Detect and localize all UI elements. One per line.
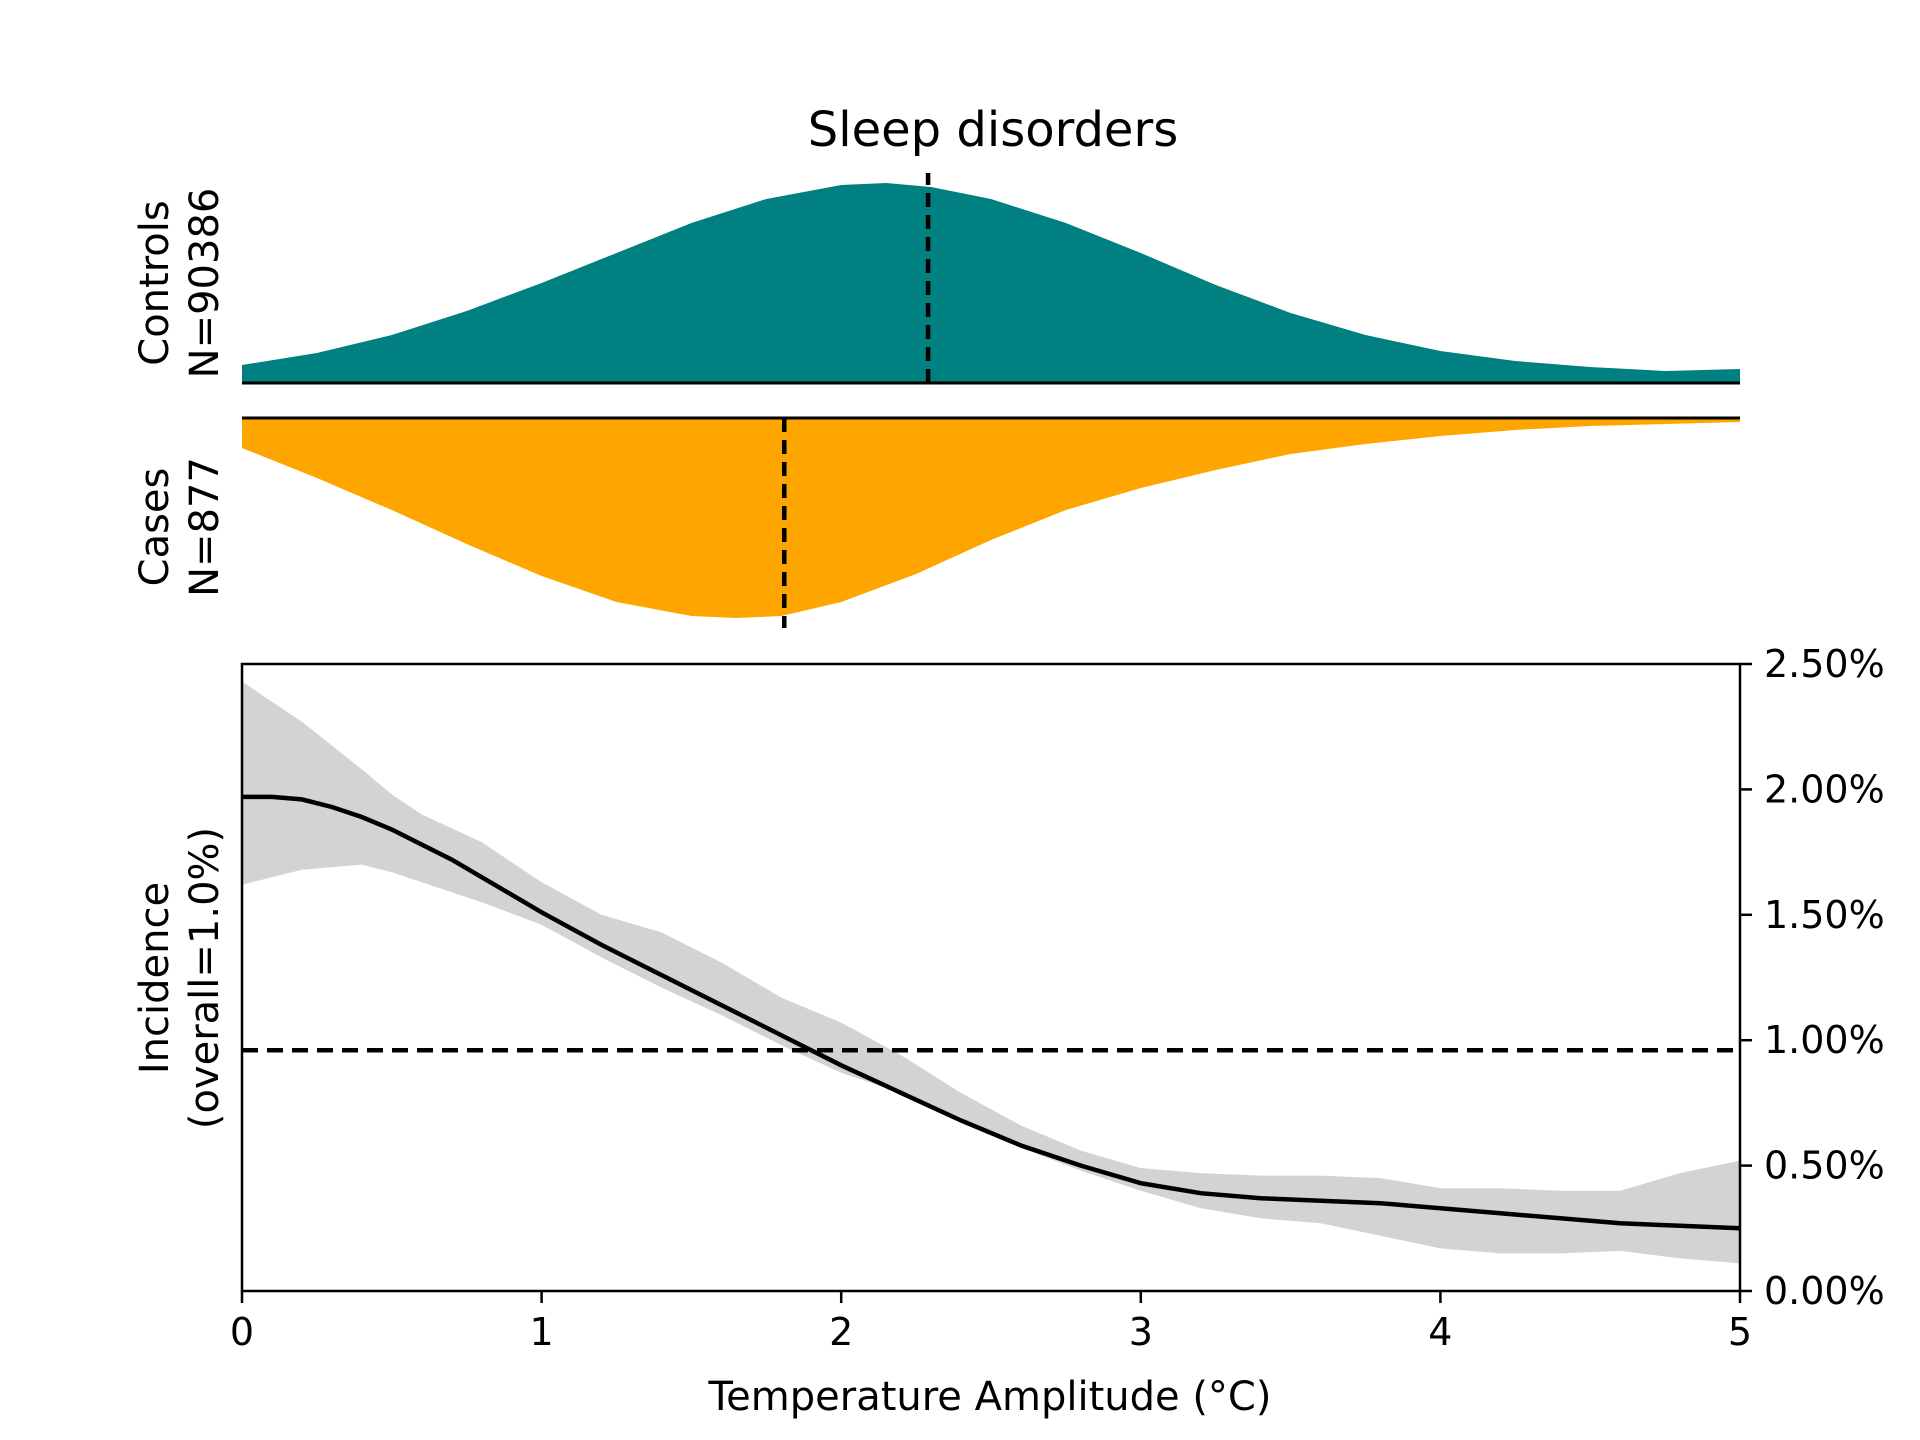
y-tick-label: 1.00% (1764, 1018, 1885, 1062)
cases-label: Cases (132, 468, 178, 587)
x-axis: 0 1 2 3 4 5 (230, 1291, 1752, 1354)
x-tick-label: 2 (829, 1310, 853, 1354)
y-tick-label: 1.50% (1764, 893, 1885, 937)
y-tick-label: 2.50% (1764, 642, 1885, 686)
incidence-panel: 0 1 2 3 4 5 0.00% 0.50% 1.00% 1.50% 2.00% 2.50% In… (132, 642, 1885, 1420)
cases-n-label: N=877 (182, 457, 228, 597)
chart-title: Sleep disorders (808, 102, 1178, 158)
incidence-plot-frame (240, 662, 1742, 1293)
x-tick-label: 3 (1129, 1310, 1153, 1354)
incidence-series-line (242, 794, 1741, 1231)
x-axis-label: Temperature Amplitude (°C) (708, 1374, 1272, 1420)
y-axis-right: 0.00% 0.50% 1.00% 1.50% 2.00% 2.50% (1740, 642, 1885, 1313)
controls-n-label: N=90386 (182, 188, 228, 379)
x-tick-label: 4 (1428, 1310, 1452, 1354)
cases-density-area (242, 418, 1740, 618)
y-tick-label: 0.50% (1764, 1144, 1885, 1188)
incidence-ylabel-line2: (overall=1.0%) (182, 827, 228, 1129)
cases-panel: Cases N=877 (132, 416, 1740, 628)
controls-density-area (242, 183, 1740, 383)
y-tick-label: 0.00% (1764, 1269, 1885, 1313)
y-tick-label: 2.00% (1764, 767, 1885, 811)
x-tick-label: 5 (1728, 1310, 1752, 1354)
incidence-ylabel-line1: Incidence (132, 882, 178, 1074)
confidence-band (242, 681, 1740, 1264)
x-tick-label: 1 (530, 1310, 554, 1354)
controls-label: Controls (132, 200, 178, 365)
controls-panel: Controls N=90386 (132, 173, 1740, 385)
x-tick-label: 0 (230, 1310, 254, 1354)
